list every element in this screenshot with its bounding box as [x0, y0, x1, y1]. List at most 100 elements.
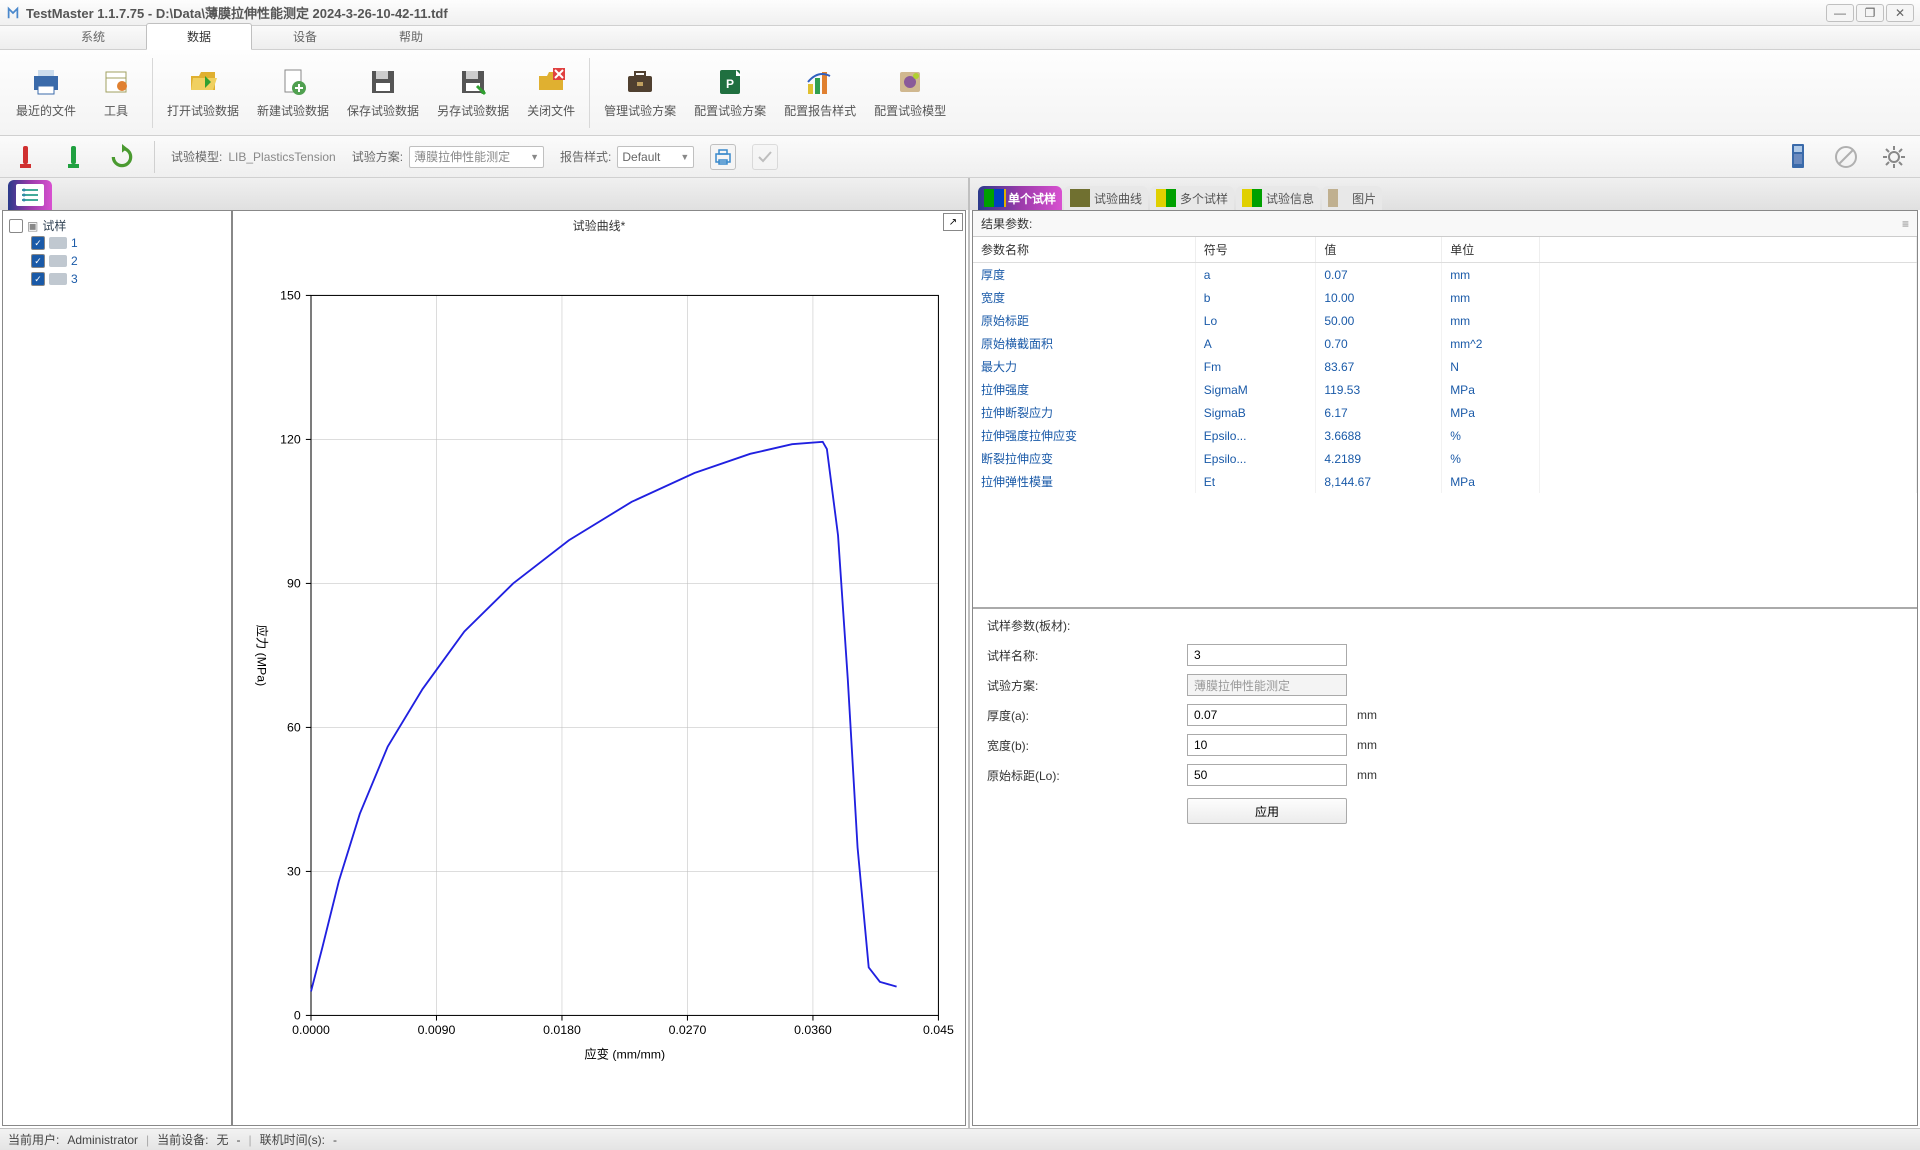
result-row: 原始标距Lo50.00mm [973, 309, 1917, 332]
svg-text:应力 (MPa): 应力 (MPa) [255, 625, 270, 687]
result-row: 厚度a0.07mm [973, 263, 1917, 287]
result-cell: mm [1442, 263, 1539, 287]
sample-checkbox[interactable]: ✓ [31, 236, 45, 250]
menu-tab-3[interactable]: 帮助 [358, 23, 464, 49]
result-cell: 3.6688 [1316, 424, 1442, 447]
sample-list-tab[interactable] [8, 180, 52, 210]
recent-files-button[interactable]: 最近的文件 [8, 54, 84, 132]
print-preview-button[interactable] [710, 144, 736, 170]
result-tab-test-info[interactable]: 试验信息 [1236, 186, 1320, 210]
sample-item-2[interactable]: ✓2 [9, 252, 225, 270]
param-input-3[interactable] [1187, 734, 1347, 756]
result-tab-test-curve[interactable]: 试验曲线 [1064, 186, 1148, 210]
tools-button[interactable]: 工具 [86, 54, 146, 132]
tab-icon [984, 189, 1004, 207]
config-scheme-button[interactable]: P配置试验方案 [686, 54, 774, 132]
menubar: 系统数据设备帮助 [0, 26, 1920, 50]
result-tab-multi-sample[interactable]: 多个试样 [1150, 186, 1234, 210]
main-content: ▣ 试样 ✓1✓2✓3 ↗ 试验曲线* 03060901201500.00000… [0, 178, 1920, 1128]
ribbon-label: 配置试验模型 [874, 102, 946, 119]
sample-item-3[interactable]: ✓3 [9, 270, 225, 288]
result-row: 原始横截面积A0.70mm^2 [973, 332, 1917, 355]
status-dash: - [237, 1133, 241, 1147]
refresh-button[interactable] [106, 141, 138, 173]
status-device: 无 [217, 1131, 229, 1148]
tab-icon [1156, 189, 1176, 207]
list-icon [16, 184, 44, 206]
ribbon: 最近的文件工具打开试验数据新建试验数据保存试验数据另存试验数据关闭文件管理试验方… [0, 50, 1920, 136]
result-row: 宽度b10.00mm [973, 286, 1917, 309]
param-input-2[interactable] [1187, 704, 1347, 726]
svg-text:0.0270: 0.0270 [669, 1023, 707, 1037]
result-cell: 0.07 [1316, 263, 1442, 287]
sample-item-1[interactable]: ✓1 [9, 234, 225, 252]
result-cell: mm [1442, 286, 1539, 309]
test-scheme-dropdown[interactable]: 薄膜拉伸性能测定 ▼ [409, 146, 544, 168]
ribbon-label: 最近的文件 [16, 102, 76, 119]
printer-icon [30, 66, 62, 98]
result-cell: A [1195, 332, 1316, 355]
param-unit: mm [1357, 708, 1377, 722]
check-button[interactable] [752, 144, 778, 170]
hamburger-menu-icon[interactable]: ≡ [1902, 217, 1909, 231]
window-title: TestMaster 1.1.7.75 - D:\Data\薄膜拉伸性能测定 2… [26, 3, 1826, 22]
test-scheme-value: 薄膜拉伸性能测定 [414, 148, 510, 165]
result-tab-image[interactable]: 图片 [1322, 186, 1382, 210]
config-report-button[interactable]: 配置报告样式 [776, 54, 864, 132]
report-style-dropdown[interactable]: Default ▼ [617, 146, 694, 168]
result-row: 最大力Fm83.67N [973, 355, 1917, 378]
tree-root[interactable]: ▣ 试样 [9, 217, 225, 234]
saveas-test-button[interactable]: 另存试验数据 [429, 54, 517, 132]
result-tab-single-sample[interactable]: 单个试样 [978, 186, 1062, 210]
result-cell: 6.17 [1316, 401, 1442, 424]
param-label: 厚度(a): [987, 707, 1187, 724]
manage-scheme-button[interactable]: 管理试验方案 [596, 54, 684, 132]
floppy-icon [367, 66, 399, 98]
marker-red-tool[interactable] [10, 141, 42, 173]
apply-button[interactable]: 应用 [1187, 798, 1347, 824]
menu-tab-2[interactable]: 设备 [252, 23, 358, 49]
menu-tab-0[interactable]: 系统 [40, 23, 146, 49]
result-cell: % [1442, 424, 1539, 447]
result-cell: MPa [1442, 401, 1539, 424]
sample-checkbox[interactable]: ✓ [31, 254, 45, 268]
save-test-button[interactable]: 保存试验数据 [339, 54, 427, 132]
result-cell: 8,144.67 [1316, 470, 1442, 493]
result-cell: SigmaB [1195, 401, 1316, 424]
param-row: 宽度(b):mm [987, 734, 1903, 756]
result-cell: SigmaM [1195, 378, 1316, 401]
chevron-down-icon: ▼ [530, 152, 539, 162]
result-cell: MPa [1442, 378, 1539, 401]
param-row: 厚度(a): mm [987, 704, 1903, 726]
result-cell: a [1195, 263, 1316, 287]
tree-root-checkbox[interactable] [9, 219, 23, 233]
settings-gear-icon[interactable] [1878, 141, 1910, 173]
maximize-button[interactable]: ❐ [1856, 4, 1884, 22]
sample-checkbox[interactable]: ✓ [31, 272, 45, 286]
menu-tab-1[interactable]: 数据 [146, 23, 252, 50]
status-time: - [333, 1133, 337, 1147]
new-test-button[interactable]: 新建试验数据 [249, 54, 337, 132]
config-model-button[interactable]: 配置试验模型 [866, 54, 954, 132]
result-col-header: 参数名称 [973, 237, 1195, 263]
chart-maximize-button[interactable]: ↗ [943, 213, 963, 231]
minimize-button[interactable]: — [1826, 4, 1854, 22]
test-model-field: 试验模型: LIB_PlasticsTension [171, 148, 336, 165]
param-input-4[interactable] [1187, 764, 1347, 786]
open-test-button[interactable]: 打开试验数据 [159, 54, 247, 132]
test-curve-chart: 03060901201500.00000.00900.01800.02700.0… [239, 240, 959, 1112]
tab-icon [1070, 189, 1090, 207]
svg-text:60: 60 [287, 721, 301, 735]
result-header-label: 结果参数: [981, 215, 1032, 232]
result-row: 拉伸强度拉伸应变Epsilo...3.6688% [973, 424, 1917, 447]
sample-param-header: 试样参数(板材): [987, 617, 1903, 634]
param-input-0[interactable] [1187, 644, 1347, 666]
device-icon[interactable] [1782, 141, 1814, 173]
close-file-button[interactable]: 关闭文件 [519, 54, 583, 132]
marker-green-tool[interactable] [58, 141, 90, 173]
config-bar: 试验模型: LIB_PlasticsTension 试验方案: 薄膜拉伸性能测定… [0, 136, 1920, 178]
chevron-down-icon: ▼ [680, 152, 689, 162]
disconnect-icon[interactable] [1830, 141, 1862, 173]
result-cell: 83.67 [1316, 355, 1442, 378]
close-button[interactable]: ✕ [1886, 4, 1914, 22]
